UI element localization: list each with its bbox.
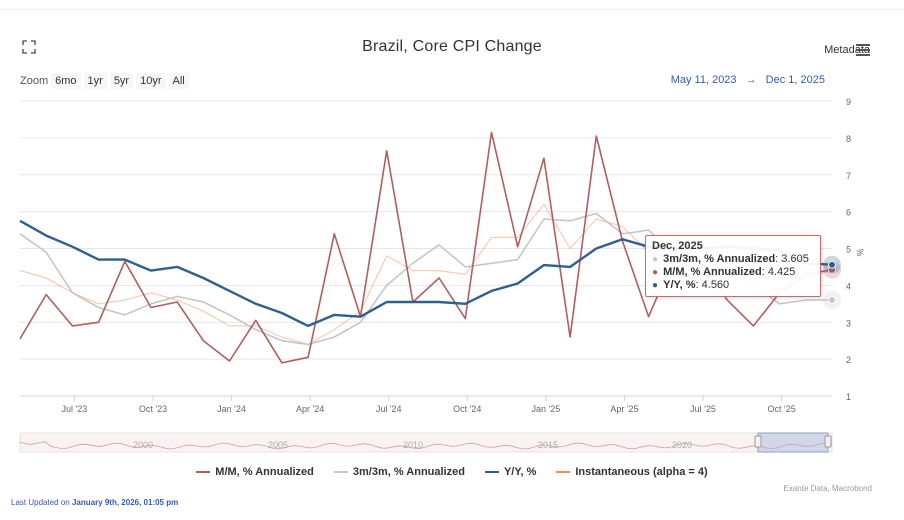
navigator-track [19,432,833,453]
tooltip-value: 3.605 [781,253,809,265]
y-tick-label: 5 [846,245,851,255]
fullscreen-icon[interactable] [22,40,36,54]
tooltip-date: Dec, 2025 [652,240,703,252]
tooltip-value: 4.425 [767,266,796,278]
legend-swatch [556,471,571,473]
chart-credits[interactable]: Exante Data, Macrobond [783,484,873,493]
tooltip-row-mm: ● M/M, % Annualized: 4.425 [652,266,796,278]
metadata-button[interactable]: Metadata [824,44,870,56]
series-dot-icon: ● [652,254,659,265]
last-updated: Last Updated on January 9th, 2026, 01:05… [11,498,178,507]
legend-swatch [196,471,211,473]
zoom-5yr-button[interactable]: 5yr [109,73,134,89]
y-tick-label: 9 [846,97,851,107]
y-tick-label: 1 [846,392,851,402]
range-arrow: → [745,74,757,86]
x-tick-label: Jul '24 [376,404,402,414]
hover-marker [828,295,836,304]
x-tick-label: Oct '24 [453,404,481,414]
x-tick-label: Apr '25 [610,404,638,414]
legend-label: Instantaneous (alpha = 4) [575,466,708,478]
hamburger-menu-icon[interactable] [856,44,870,56]
tooltip-row-3m3m: ● 3m/3m, % Annualized: 3.605 [652,253,809,265]
series-dot-icon: ● [652,267,659,278]
zoom-6mo-button[interactable]: 6mo [51,73,81,89]
zoom-all-button[interactable]: All [168,73,189,89]
legend-swatch [484,471,499,473]
x-tick-label: Oct '23 [139,404,167,414]
tooltip-label: M/M, % Annualized [663,266,762,278]
range-to[interactable]: Dec 1, 2025 [765,74,825,86]
top-divider [0,9,904,10]
chart-title: Brazil, Core CPI Change [362,38,542,55]
zoom-controls: Zoom 6mo 1yr 5yr 10yr All [20,73,189,89]
navigator-handle[interactable] [754,435,762,448]
legend-item-3m3m[interactable]: 3m/3m, % Annualized [333,466,465,478]
navigator-series-line [19,441,833,450]
y-axis-title: % [855,249,865,257]
date-range[interactable]: May 11, 2023 → Dec 1, 2025 [668,74,828,86]
x-tick-label: Jul '25 [690,404,716,414]
legend-label: 3m/3m, % Annualized [352,466,465,478]
x-tick-label: Jan '24 [217,404,246,414]
x-tick-label: Oct '25 [767,404,795,414]
tooltip-label: 3m/3m, % Annualized [663,253,776,265]
navigator-handle[interactable] [824,435,832,448]
tooltip-row-yy: ● Y/Y, %: 4.560 [652,279,730,291]
x-tick-label: Jul '23 [62,404,88,414]
hover-marker [828,260,836,269]
y-tick-label: 8 [846,134,851,144]
zoom-10yr-button[interactable]: 10yr [136,73,166,89]
chart-legend: M/M, % Annualized 3m/3m, % Annualized Y/… [0,466,904,478]
y-tick-label: 3 [846,318,851,328]
legend-item-mm[interactable]: M/M, % Annualized [196,466,314,478]
x-tick-label: Apr '24 [296,404,324,414]
navigator-year-label: 2000 [133,440,153,450]
y-tick-label: 2 [846,355,851,365]
range-from[interactable]: May 11, 2023 [670,74,737,86]
zoom-label: Zoom [20,75,49,87]
legend-label: Y/Y, % [503,466,537,478]
y-tick-label: 7 [846,171,851,181]
navigator-year-label: 2010 [403,440,423,450]
navigator-year-label: 2015 [538,440,558,450]
last-updated-value: January 9th, 2026, 01:05 pm [71,498,179,507]
legend-item-instantaneous[interactable]: Instantaneous (alpha = 4) [556,466,708,478]
navigator-year-label: 2005 [268,440,288,450]
last-updated-prefix: Last Updated on [11,498,70,507]
legend-swatch [333,471,348,473]
legend-item-yy[interactable]: Y/Y, % [484,466,537,478]
zoom-1yr-button[interactable]: 1yr [83,73,107,89]
legend-label: M/M, % Annualized [215,466,314,478]
y-tick-label: 6 [846,208,851,218]
tooltip-label: Y/Y, % [663,279,696,291]
series-dot-icon: ● [652,280,659,291]
y-tick-label: 4 [846,281,851,291]
navigator-year-label: 2020 [672,440,692,450]
navigator-selection [757,432,829,453]
x-tick-label: Jan '25 [531,404,560,414]
tooltip-value: 4.560 [701,279,730,291]
chart-tooltip: Dec, 2025 ● 3m/3m, % Annualized: 3.605 ●… [645,235,821,297]
